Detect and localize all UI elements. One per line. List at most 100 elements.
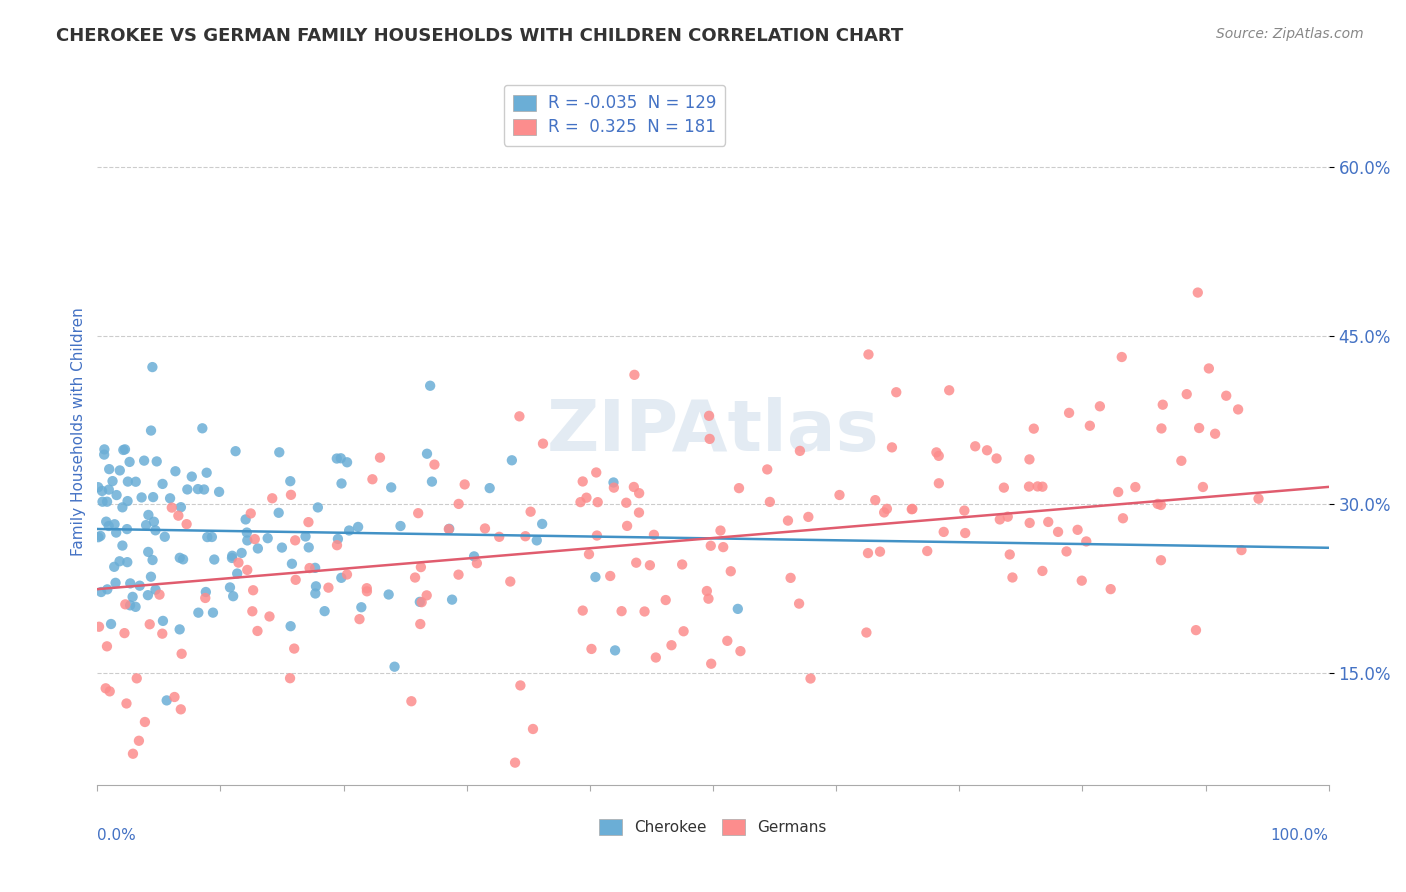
Point [700, 539, 723, 553]
Point [759, 495, 782, 509]
Point [152, 614, 174, 628]
Point [623, 480, 645, 494]
Point [463, 549, 485, 564]
Point [1185, 623, 1208, 637]
Point [187, 606, 209, 620]
Point [93, 448, 115, 462]
Point [231, 546, 253, 560]
Point [163, 690, 186, 704]
Point [1018, 516, 1040, 530]
Point [616, 519, 638, 533]
Point [515, 529, 537, 543]
Point [114, 598, 136, 612]
Point [499, 574, 522, 589]
Point [219, 581, 242, 595]
Point [614, 496, 637, 510]
Point [117, 475, 139, 489]
Point [1192, 480, 1215, 494]
Point [236, 533, 259, 548]
Point [599, 569, 621, 583]
Point [326, 451, 349, 466]
Text: 0.0%: 0.0% [97, 828, 136, 843]
Point [87, 620, 110, 634]
Point [938, 384, 960, 398]
Point [869, 544, 891, 558]
Point [201, 606, 224, 620]
Point [337, 524, 360, 538]
Point [226, 566, 249, 581]
Point [180, 469, 202, 483]
Point [986, 451, 1008, 466]
Point [120, 599, 142, 613]
Point [1111, 350, 1133, 364]
Point [208, 484, 231, 499]
Point [661, 638, 683, 652]
Point [901, 501, 924, 516]
Point [326, 532, 349, 546]
Point [1056, 544, 1078, 558]
Point [280, 488, 302, 502]
Point [928, 476, 950, 491]
Point [176, 517, 198, 532]
Point [1230, 543, 1253, 558]
Point [169, 623, 191, 637]
Point [96, 494, 118, 508]
Point [139, 570, 162, 584]
Point [643, 528, 665, 542]
Point [152, 477, 174, 491]
Point [671, 558, 693, 572]
Point [280, 619, 302, 633]
Point [108, 554, 131, 568]
Point [194, 591, 217, 605]
Point [1038, 515, 1060, 529]
Point [976, 443, 998, 458]
Point [108, 463, 131, 477]
Point [711, 540, 734, 554]
Point [350, 600, 373, 615]
Point [509, 678, 531, 692]
Point [571, 475, 593, 489]
Point [156, 693, 179, 707]
Point [145, 524, 167, 538]
Point [423, 458, 446, 472]
Point [700, 657, 723, 671]
Point [522, 722, 544, 736]
Point [1057, 406, 1080, 420]
Point [125, 671, 148, 685]
Point [297, 515, 319, 529]
Point [314, 604, 336, 618]
Point [112, 442, 135, 457]
Point [256, 531, 278, 545]
Point [699, 432, 721, 446]
Point [409, 560, 432, 574]
Point [114, 442, 136, 457]
Point [575, 491, 598, 505]
Point [281, 557, 304, 571]
Point [103, 559, 125, 574]
Point [602, 475, 624, 490]
Point [409, 595, 432, 609]
Point [121, 590, 143, 604]
Point [420, 475, 443, 489]
Point [384, 659, 406, 673]
Point [307, 500, 329, 515]
Legend: Cherokee, Germans: Cherokee, Germans [593, 813, 832, 841]
Point [1107, 485, 1129, 500]
Point [202, 552, 225, 566]
Point [148, 588, 170, 602]
Point [531, 436, 554, 450]
Point [236, 563, 259, 577]
Point [880, 441, 903, 455]
Point [278, 474, 301, 488]
Point [187, 482, 209, 496]
Point [478, 481, 501, 495]
Point [501, 453, 523, 467]
Point [159, 491, 181, 506]
Text: ZIPAtlas: ZIPAtlas [547, 397, 879, 466]
Point [998, 548, 1021, 562]
Point [91, 494, 114, 508]
Point [278, 671, 301, 685]
Point [128, 733, 150, 747]
Point [222, 589, 245, 603]
Point [246, 541, 269, 556]
